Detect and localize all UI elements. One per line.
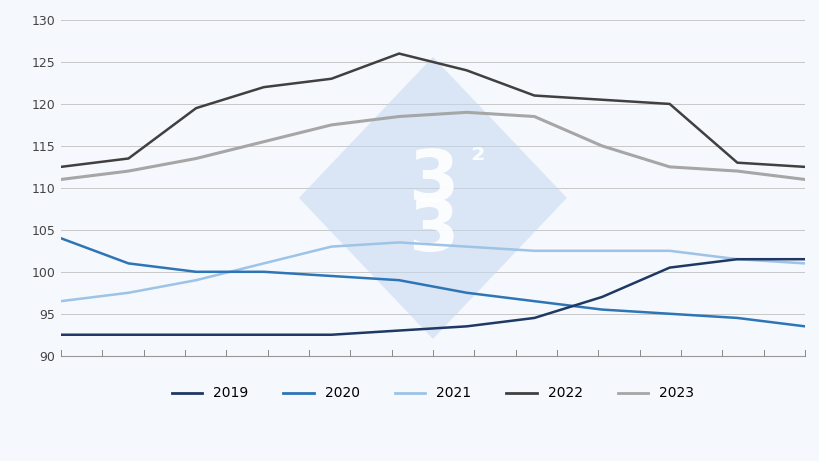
Text: 3: 3: [407, 197, 458, 266]
Text: ²: ²: [469, 144, 484, 177]
Legend: 2019, 2020, 2021, 2022, 2023: 2019, 2020, 2021, 2022, 2023: [166, 381, 699, 406]
Polygon shape: [299, 57, 566, 339]
Text: 3: 3: [407, 147, 458, 216]
